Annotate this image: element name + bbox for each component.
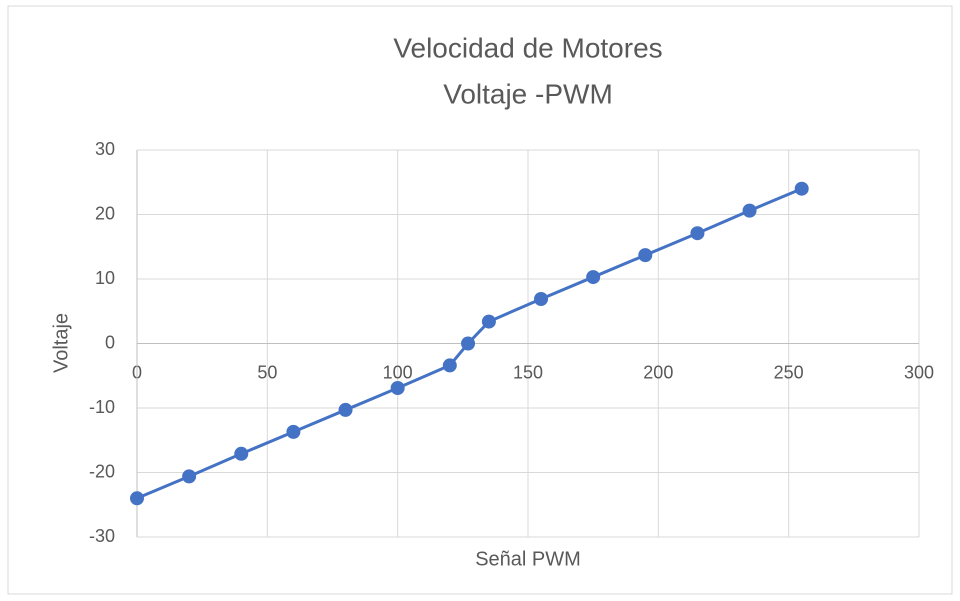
x-axis-title: Señal PWM (475, 548, 581, 570)
data-point (690, 226, 705, 241)
y-tick-label: 20 (95, 203, 115, 223)
y-tick-label: 10 (95, 268, 115, 288)
data-point (794, 181, 809, 196)
data-point (286, 424, 301, 439)
data-point (234, 446, 249, 461)
data-point (586, 270, 601, 285)
data-point (481, 314, 496, 329)
x-tick-label: 200 (643, 362, 673, 382)
y-tick-label: -20 (89, 461, 115, 481)
x-tick-label: 100 (383, 362, 413, 382)
y-tick-label: 30 (95, 139, 115, 159)
x-tick-label: 50 (257, 362, 277, 382)
x-tick-label: 300 (904, 362, 934, 382)
y-axis-title: Voltaje (50, 313, 72, 373)
y-tick-label: -30 (89, 526, 115, 546)
chart-border (7, 5, 953, 595)
data-point (390, 381, 405, 396)
x-tick-label: 250 (774, 362, 804, 382)
data-point (442, 358, 457, 373)
data-point (338, 402, 353, 417)
data-point (638, 248, 653, 263)
data-point (130, 491, 144, 506)
data-point (182, 469, 197, 484)
data-point (534, 291, 549, 306)
y-tick-label: -10 (89, 397, 115, 417)
chart-title: Velocidad de Motores (393, 32, 662, 63)
y-tick-label: 0 (105, 332, 115, 352)
chart-title: Voltaje -PWM (443, 78, 613, 109)
x-tick-label: 150 (513, 362, 543, 382)
data-point (461, 336, 476, 351)
data-point (742, 203, 757, 218)
